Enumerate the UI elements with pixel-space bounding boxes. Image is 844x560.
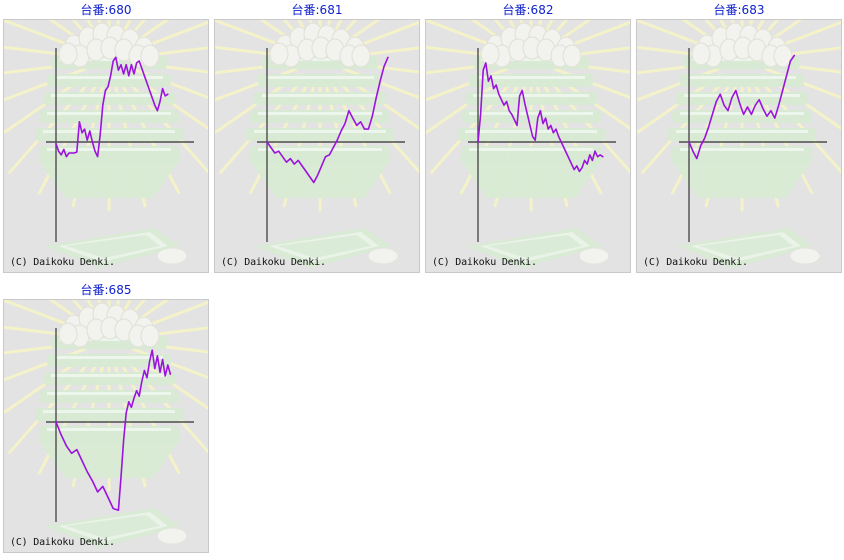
- graph-canvas[interactable]: (C) Daikoku Denki.: [636, 19, 842, 273]
- panel-title: 台番:682: [502, 3, 554, 17]
- graph-canvas[interactable]: (C) Daikoku Denki.: [3, 299, 209, 553]
- machine-graph-panel[interactable]: 台番:682 (C) Daikoku Denki.: [425, 2, 631, 273]
- panel-title: 台番:685: [80, 283, 132, 297]
- panel-title: 台番:680: [80, 3, 132, 17]
- machine-graph-panel[interactable]: 台番:683 (C) Daikoku Denki.: [636, 2, 842, 273]
- machine-graph-panel[interactable]: 台番:680 (C) Daikoku Denki.: [3, 2, 209, 273]
- copyright-notice: (C) Daikoku Denki.: [10, 257, 115, 268]
- panel-title: 台番:683: [713, 3, 765, 17]
- machine-graph-panel[interactable]: 台番:685 (C) Daikoku Denki.: [3, 282, 209, 553]
- graph-canvas[interactable]: (C) Daikoku Denki.: [214, 19, 420, 273]
- copyright-notice: (C) Daikoku Denki.: [643, 257, 748, 268]
- panel-title: 台番:681: [291, 3, 343, 17]
- graph-canvas[interactable]: (C) Daikoku Denki.: [3, 19, 209, 273]
- machine-graph-panel[interactable]: 台番:681 (C) Daikoku Denki.: [214, 2, 420, 273]
- copyright-notice: (C) Daikoku Denki.: [221, 257, 326, 268]
- copyright-notice: (C) Daikoku Denki.: [10, 537, 115, 548]
- copyright-notice: (C) Daikoku Denki.: [432, 257, 537, 268]
- graph-canvas[interactable]: (C) Daikoku Denki.: [425, 19, 631, 273]
